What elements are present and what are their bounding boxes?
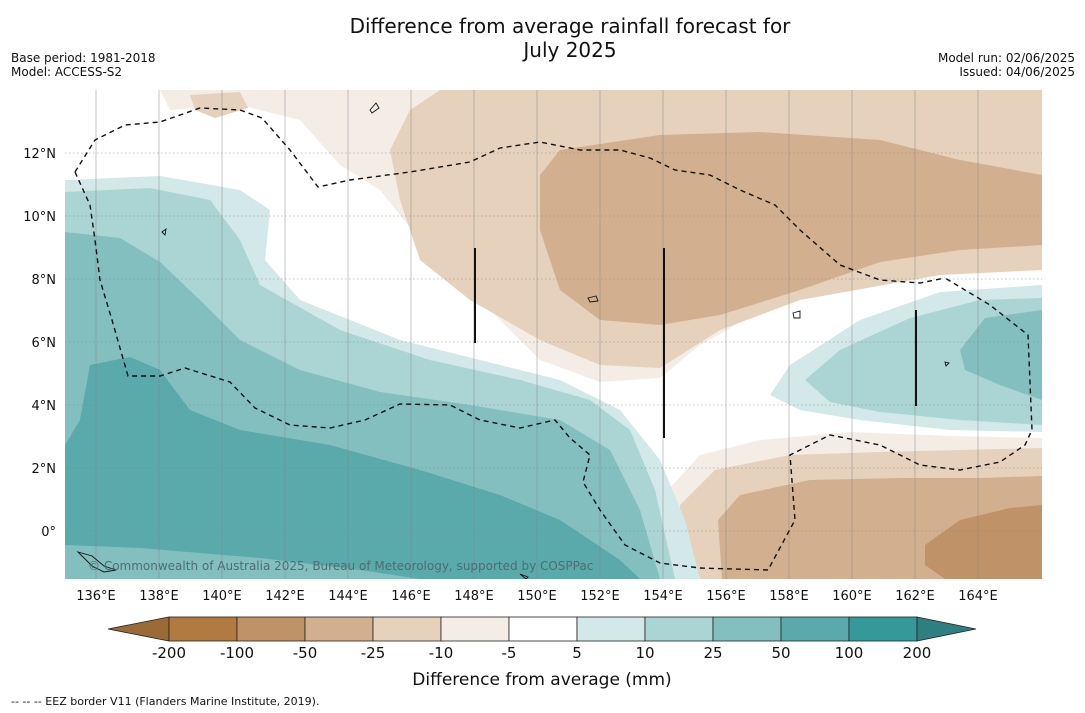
colorbar-tick-label: 25 [703,644,722,662]
colorbar-tick-label: 10 [635,644,654,662]
meta-left: Base period: 1981-2018 Model: ACCESS-S2 [11,51,156,79]
colorbar-swatch [440,616,510,642]
lat-tick-label: 8°N [32,273,57,288]
rain-surplus-w-50 [65,357,640,579]
colorbar-title: Difference from average (mm) [412,670,671,690]
issued-text: Issued: 04/06/2025 [959,65,1075,79]
title-line-2: July 2025 [523,38,617,62]
lon-tick-label: 154°E [643,589,683,604]
eez-footnote: -- -- -- EEZ border V11 (Flanders Marine… [11,695,320,708]
colorbar-swatch [712,616,782,642]
lat-axis: 12°N 10°N 8°N 6°N 4°N 2°N 0° [23,147,56,540]
lon-tick-label: 140°E [202,589,242,604]
colorbar-swatch [508,616,578,642]
colorbar-tick-label: 5 [572,644,582,662]
lat-tick-label: 2°N [32,462,57,477]
rain-deficit-se-strong [925,505,1042,579]
lon-tick-label: 138°E [139,589,179,604]
colorbar-tick-label: -5 [502,644,517,662]
islands [76,102,950,579]
copyright-text: © Commonwealth of Australia 2025, Bureau… [88,559,593,573]
colorbar-tick-label: 50 [771,644,790,662]
title-line-1: Difference from average rainfall forecas… [349,14,791,38]
lon-axis: 136°E 138°E 140°E 142°E 144°E 146°E 148°… [76,589,998,604]
lon-tick-label: 146°E [391,589,431,604]
map-title: Difference from average rainfall forecas… [240,14,900,62]
graticule [65,90,1042,579]
lat-tick-label: 4°N [32,399,57,414]
lon-tick-label: 142°E [265,589,305,604]
lon-tick-label: 162°E [895,589,935,604]
colorbar: -200 -100 -50 -25 -10 -5 5 10 25 50 100 … [107,616,977,690]
model-run-text: Model run: 02/06/2025 [937,51,1075,65]
colorbar-swatch [372,616,442,642]
colorbar-swatch [576,616,646,642]
lon-tick-label: 156°E [706,589,746,604]
colorbar-tick-label: -200 [152,644,186,662]
lon-tick-label: 158°E [769,589,809,604]
colorbar-over-arrow [916,616,977,642]
base-period-text: Base period: 1981-2018 [11,51,156,65]
model-text: Model: ACCESS-S2 [11,65,123,79]
colorbar-swatch [236,616,306,642]
lon-tick-label: 160°E [832,589,872,604]
colorbar-tick-label: -50 [293,644,318,662]
colorbar-tick-label: -25 [361,644,386,662]
colorbar-swatch [644,616,714,642]
colorbar-under-arrow [107,616,170,642]
lat-tick-label: 0° [41,525,56,540]
lon-tick-label: 148°E [454,589,494,604]
map-area: © Commonwealth of Australia 2025, Bureau… [65,90,1042,579]
colorbar-tick-label: 100 [835,644,864,662]
lon-tick-label: 152°E [580,589,620,604]
colorbar-swatch [304,616,374,642]
meta-right: Model run: 02/06/2025 Issued: 04/06/2025 [938,51,1075,79]
colorbar-tick-label: -10 [429,644,454,662]
colorbar-tick-label: 200 [903,644,932,662]
colorbar-swatch [168,616,238,642]
eez-borders [74,107,1033,571]
marker-lines [474,248,917,438]
lat-tick-label: 6°N [32,336,57,351]
rain-deficit-small-nw [190,92,248,118]
lat-tick-label: 12°N [23,147,56,162]
rain-surplus-e-25 [960,310,1042,400]
lon-tick-label: 164°E [958,589,998,604]
lon-tick-label: 150°E [517,589,557,604]
lon-tick-label: 136°E [76,589,116,604]
colorbar-tick-label: -100 [220,644,254,662]
colorbar-swatch [780,616,850,642]
eez-border-west [74,107,946,284]
eez-border-west-south [74,171,1033,571]
rain-deficit-n-deep [540,132,1042,325]
rain-surplus-sw-light [65,545,420,579]
lon-tick-label: 144°E [328,589,368,604]
colorbar-swatch [848,616,918,642]
lat-tick-label: 10°N [23,210,56,225]
